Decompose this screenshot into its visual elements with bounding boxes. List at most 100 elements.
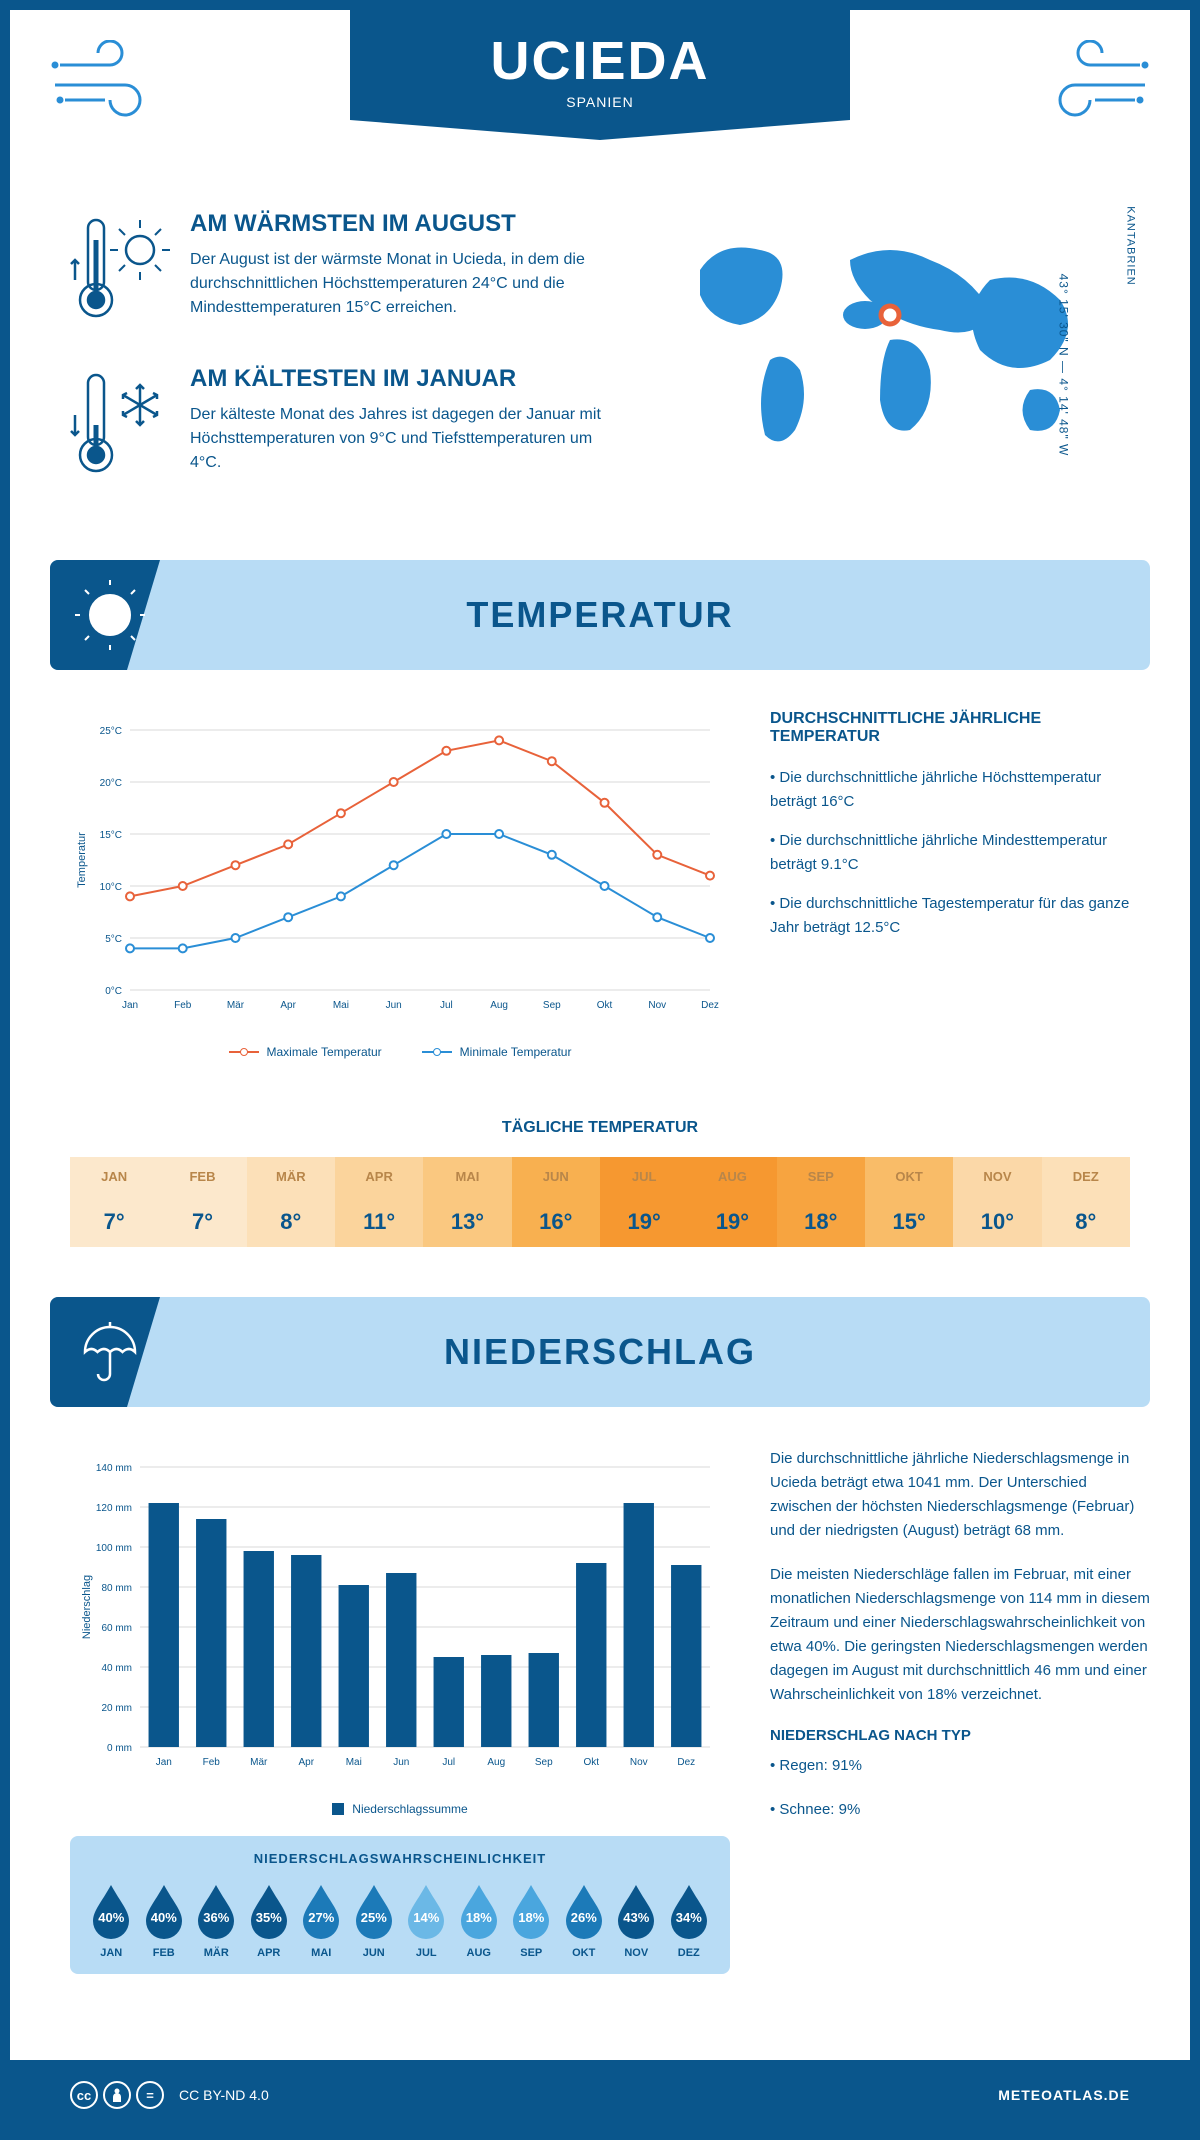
probability-cell: 40%FEB [138, 1881, 191, 1959]
svg-text:Nov: Nov [648, 1000, 666, 1011]
svg-text:Niederschlag: Niederschlag [81, 1575, 93, 1639]
probability-box: NIEDERSCHLAGSWAHRSCHEINLICHKEIT 40%JAN40… [70, 1836, 730, 1974]
daily-temp-cell: DEZ8° [1042, 1157, 1130, 1247]
temp-fact-1: • Die durchschnittliche jährliche Höchst… [770, 766, 1150, 814]
daily-temp-title: TÄGLICHE TEMPERATUR [10, 1119, 1190, 1137]
svg-text:5°C: 5°C [105, 934, 122, 945]
daily-temp-cell: OKT15° [865, 1157, 953, 1247]
warmest-text: Der August ist der wärmste Monat in Ucie… [190, 248, 610, 320]
probability-cell: 40%JAN [85, 1881, 138, 1959]
svg-text:Nov: Nov [630, 1757, 648, 1768]
svg-text:0°C: 0°C [105, 986, 122, 997]
cc-icons: cc = [70, 2081, 164, 2109]
precipitation-section-header: NIEDERSCHLAG [50, 1297, 1150, 1407]
svg-text:Jan: Jan [122, 1000, 138, 1011]
sun-icon [75, 580, 145, 655]
daily-temp-cell: AUG19° [688, 1157, 776, 1247]
svg-text:20°C: 20°C [100, 778, 122, 789]
site-name: METEOATLAS.DE [998, 2087, 1130, 2103]
probability-cell: 25%JUN [348, 1881, 401, 1959]
daily-temp-cell: MAI13° [423, 1157, 511, 1247]
temperature-legend: Maximale Temperatur Minimale Temperatur [70, 1045, 730, 1059]
probability-cell: 26%OKT [558, 1881, 611, 1959]
probability-cell: 18%AUG [453, 1881, 506, 1959]
precipitation-text: Die durchschnittliche jährliche Niedersc… [770, 1447, 1150, 1974]
probability-cell: 36%MÄR [190, 1881, 243, 1959]
svg-text:120 mm: 120 mm [96, 1503, 132, 1514]
temp-fact-2: • Die durchschnittliche jährliche Mindes… [770, 829, 1150, 877]
svg-text:Sep: Sep [535, 1757, 553, 1768]
coldest-block: AM KÄLTESTEN IM JANUAR Der kälteste Mona… [70, 365, 610, 490]
world-map-block: 43° 15' 30" N — 4° 14' 48" W KANTABRIEN [650, 210, 1130, 520]
precipitation-legend: Niederschlagssumme [70, 1802, 730, 1816]
svg-text:Apr: Apr [298, 1757, 314, 1768]
svg-text:25°C: 25°C [100, 726, 122, 737]
infographic-frame: UCIEDA SPANIEN AM WÄRMSTEN IM AUGUST Der… [0, 0, 1200, 2140]
svg-text:Okt: Okt [583, 1757, 599, 1768]
temp-fact-3: • Die durchschnittliche Tagestemperatur … [770, 892, 1150, 940]
svg-text:Feb: Feb [203, 1757, 221, 1768]
svg-text:Dez: Dez [677, 1757, 695, 1768]
precip-text-2: Die meisten Niederschläge fallen im Febr… [770, 1563, 1150, 1707]
wind-icon [1040, 40, 1150, 125]
svg-text:Mai: Mai [346, 1757, 362, 1768]
temperature-title: TEMPERATUR [466, 594, 733, 636]
city-name: UCIEDA [350, 30, 850, 92]
svg-text:Feb: Feb [174, 1000, 192, 1011]
daily-temp-cell: JUL19° [600, 1157, 688, 1247]
probability-cell: 35%APR [243, 1881, 296, 1959]
legend-precip: Niederschlagssumme [352, 1802, 467, 1816]
svg-text:40 mm: 40 mm [101, 1663, 132, 1674]
svg-text:Jul: Jul [440, 1000, 453, 1011]
svg-text:0 mm: 0 mm [107, 1743, 132, 1754]
svg-text:140 mm: 140 mm [96, 1463, 132, 1474]
daily-temp-cell: NOV10° [953, 1157, 1041, 1247]
license-text: CC BY-ND 4.0 [179, 2087, 269, 2103]
svg-text:Mär: Mär [250, 1757, 268, 1768]
thermometer-sun-icon [70, 210, 170, 335]
footer: cc = CC BY-ND 4.0 METEOATLAS.DE [10, 2060, 1190, 2130]
temperature-section-header: TEMPERATUR [50, 560, 1150, 670]
svg-text:Jan: Jan [156, 1757, 172, 1768]
cc-icon: cc [70, 2081, 98, 2109]
svg-text:Jun: Jun [386, 1000, 402, 1011]
by-icon [103, 2081, 131, 2109]
precipitation-title: NIEDERSCHLAG [444, 1331, 756, 1373]
legend-min: Minimale Temperatur [460, 1045, 572, 1059]
svg-text:Sep: Sep [543, 1000, 561, 1011]
probability-title: NIEDERSCHLAGSWAHRSCHEINLICHKEIT [85, 1851, 715, 1866]
legend-max: Maximale Temperatur [267, 1045, 382, 1059]
daily-temp-cell: MÄR8° [247, 1157, 335, 1247]
svg-text:Jul: Jul [442, 1757, 455, 1768]
intro-section: AM WÄRMSTEN IM AUGUST Der August ist der… [10, 190, 1190, 560]
warmest-block: AM WÄRMSTEN IM AUGUST Der August ist der… [70, 210, 610, 335]
temperature-chart: 0°C5°C10°C15°C20°C25°CJanFebMärAprMaiJun… [70, 710, 730, 1059]
nd-icon: = [136, 2081, 164, 2109]
svg-text:Aug: Aug [487, 1757, 505, 1768]
precipitation-chart: 0 mm20 mm40 mm60 mm80 mm100 mm120 mm140 … [70, 1447, 730, 1816]
svg-text:Dez: Dez [701, 1000, 719, 1011]
warmest-title: AM WÄRMSTEN IM AUGUST [190, 210, 610, 238]
region-label: KANTABRIEN [1124, 206, 1136, 285]
svg-text:Temperatur: Temperatur [76, 832, 88, 888]
svg-text:10°C: 10°C [100, 882, 122, 893]
svg-text:Mai: Mai [333, 1000, 349, 1011]
precip-type-title: NIEDERSCHLAG NACH TYP [770, 1727, 1150, 1744]
probability-cell: 27%MAI [295, 1881, 348, 1959]
coordinates: 43° 15' 30" N — 4° 14' 48" W [1057, 274, 1071, 457]
precip-text-1: Die durchschnittliche jährliche Niedersc… [770, 1447, 1150, 1543]
daily-temp-table: JAN7°FEB7°MÄR8°APR11°MAI13°JUN16°JUL19°A… [70, 1157, 1130, 1247]
coldest-text: Der kälteste Monat des Jahres ist dagege… [190, 403, 610, 475]
probability-cell: 18%SEP [505, 1881, 558, 1959]
svg-text:Okt: Okt [597, 1000, 613, 1011]
header: UCIEDA SPANIEN [10, 10, 1190, 190]
title-banner: UCIEDA SPANIEN [350, 10, 850, 140]
daily-temp-cell: JUN16° [512, 1157, 600, 1247]
svg-text:Mär: Mär [227, 1000, 245, 1011]
svg-text:Jun: Jun [393, 1757, 409, 1768]
daily-temp-cell: APR11° [335, 1157, 423, 1247]
svg-text:80 mm: 80 mm [101, 1583, 132, 1594]
country-name: SPANIEN [350, 94, 850, 110]
svg-text:60 mm: 60 mm [101, 1623, 132, 1634]
umbrella-icon [75, 1317, 145, 1392]
